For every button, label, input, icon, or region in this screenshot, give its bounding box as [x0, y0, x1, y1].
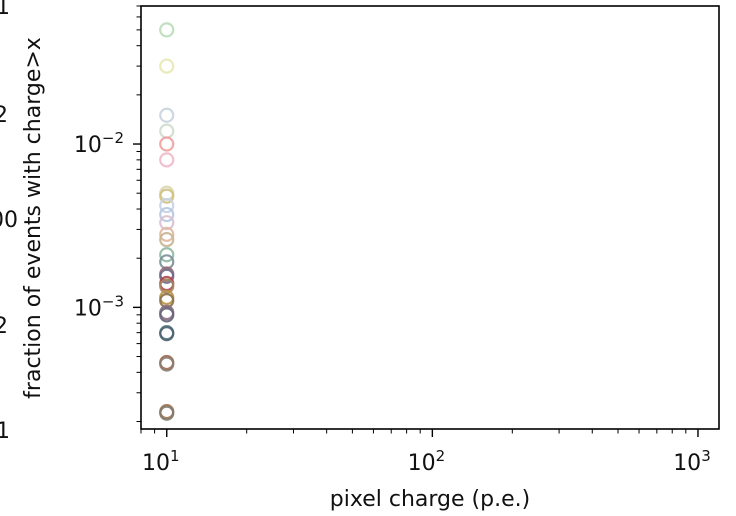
- tick-labels: 101 102 103 10−3 10−2: [74, 129, 711, 476]
- data-point: [159, 197, 175, 214]
- data-points: [159, 22, 175, 421]
- data-point: [159, 278, 175, 294]
- data-point: [159, 188, 175, 204]
- edge-label: 00: [0, 208, 18, 233]
- data-point: [159, 136, 175, 152]
- data-point: [159, 22, 175, 38]
- data-point: [159, 107, 175, 123]
- data-point: [159, 231, 175, 248]
- data-point: [159, 226, 175, 242]
- edge-label: 1: [0, 419, 10, 444]
- data-point: [159, 152, 175, 168]
- y-tick-label: 10−3: [74, 292, 124, 321]
- data-point: [159, 268, 175, 284]
- left-edge-labels: 1 2 00 2 1: [0, 0, 18, 444]
- edge-label: 2: [0, 314, 8, 339]
- data-point: [159, 206, 175, 223]
- data-point: [159, 326, 175, 342]
- axis-ticks: [133, 5, 699, 437]
- y-tick-label: 10−2: [74, 129, 124, 158]
- y-axis-label: fraction of events with charge>x: [21, 37, 46, 399]
- data-point: [159, 405, 175, 421]
- plot-frame: [140, 5, 720, 430]
- x-tick-label: 103: [673, 447, 711, 476]
- x-tick-label: 101: [142, 447, 180, 476]
- edge-label: 2: [0, 103, 8, 128]
- data-point: [159, 215, 175, 231]
- edge-label: 1: [0, 0, 10, 20]
- x-tick-label: 102: [408, 447, 446, 476]
- data-point: [159, 247, 175, 263]
- data-point: [159, 356, 175, 372]
- data-point: [159, 58, 175, 74]
- x-axis-label: pixel charge (p.e.): [330, 487, 530, 512]
- data-point: [159, 307, 175, 323]
